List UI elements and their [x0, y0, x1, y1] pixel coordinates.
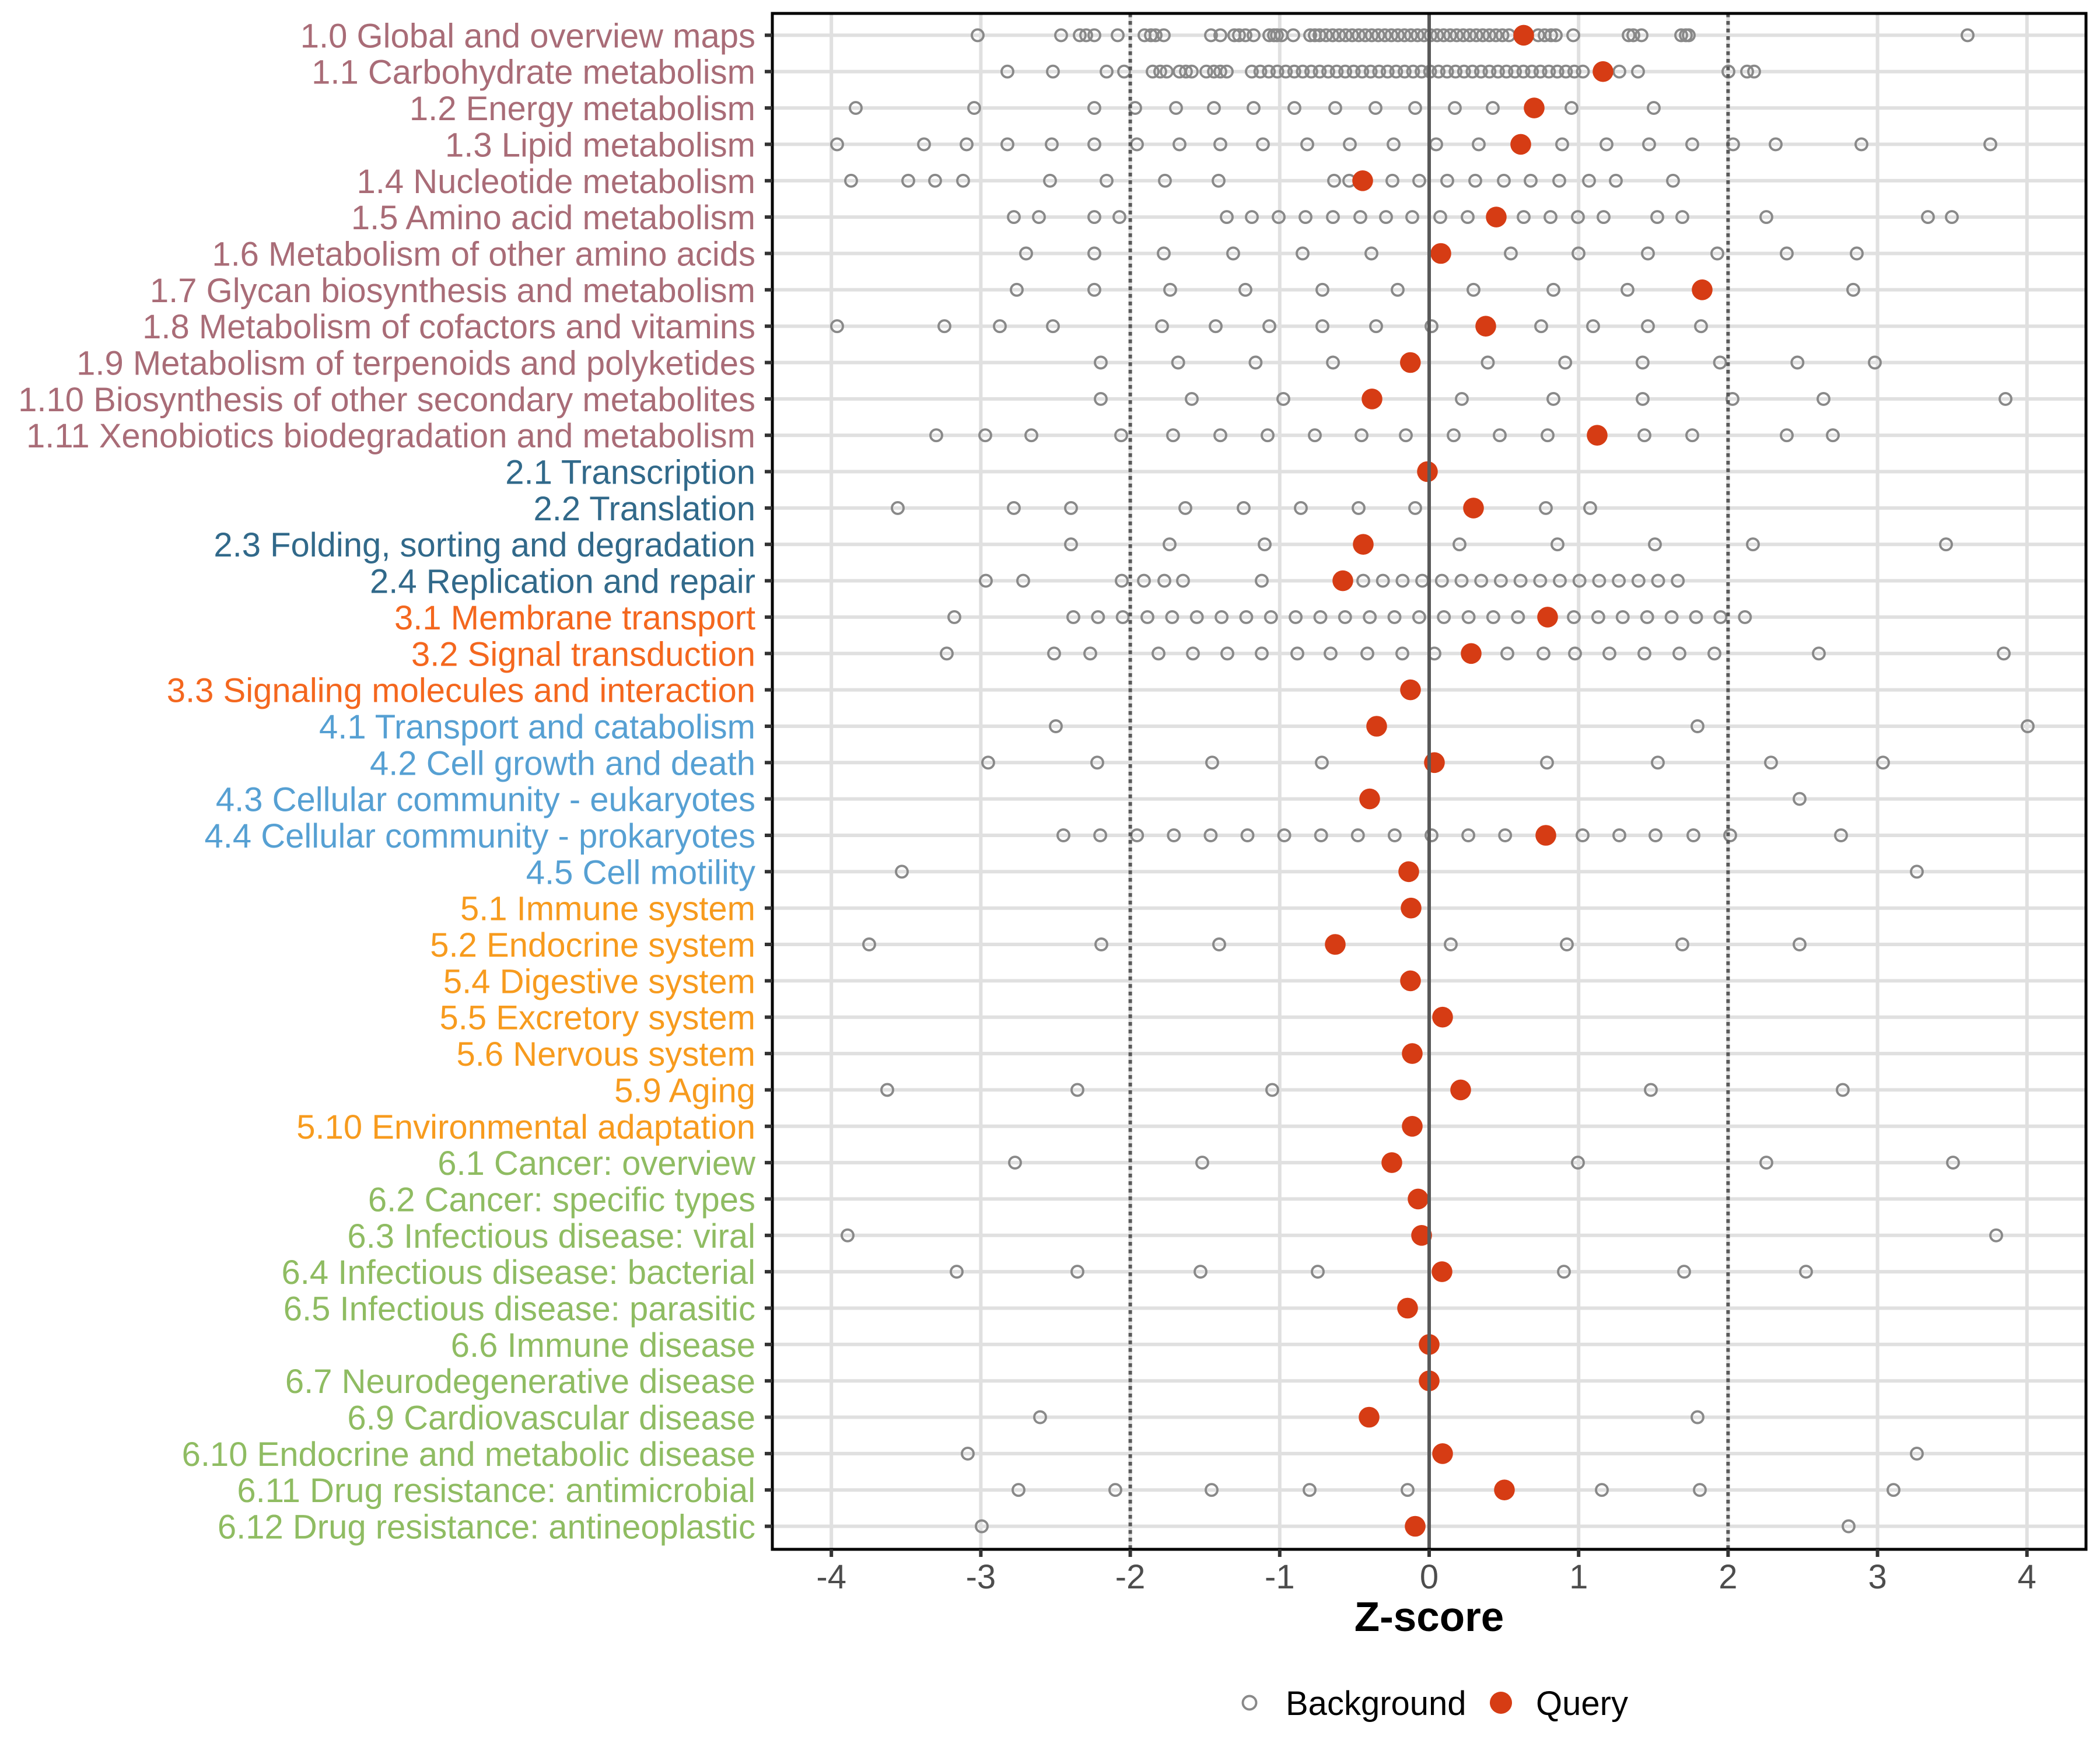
svg-text:6.3 Infectious disease: viral: 6.3 Infectious disease: viral	[347, 1217, 755, 1255]
svg-text:5.2 Endocrine system: 5.2 Endocrine system	[430, 926, 755, 964]
svg-text:2.2 Translation: 2.2 Translation	[534, 490, 755, 528]
svg-text:6.7 Neurodegenerative disease: 6.7 Neurodegenerative disease	[285, 1363, 755, 1401]
svg-text:6.2 Cancer: specific types: 6.2 Cancer: specific types	[368, 1181, 755, 1219]
svg-text:3.3 Signaling molecules and in: 3.3 Signaling molecules and interaction	[167, 672, 755, 710]
svg-text:6.12 Drug resistance: antineop: 6.12 Drug resistance: antineoplastic	[218, 1508, 755, 1546]
svg-text:2.4 Replication and repair: 2.4 Replication and repair	[370, 563, 755, 601]
svg-text:2.1 Transcription: 2.1 Transcription	[505, 454, 755, 492]
svg-text:1.11 Xenobiotics biodegradatio: 1.11 Xenobiotics biodegradation and meta…	[26, 417, 755, 455]
svg-text:4.2 Cell growth and death: 4.2 Cell growth and death	[370, 744, 755, 782]
svg-text:1.8 Metabolism of cofactors an: 1.8 Metabolism of cofactors and vitamins	[142, 308, 755, 346]
svg-text:4.3 Cellular community - eukar: 4.3 Cellular community - eukaryotes	[216, 781, 755, 819]
svg-text:Background: Background	[1286, 1685, 1466, 1723]
svg-text:6.4 Infectious disease: bacter: 6.4 Infectious disease: bacterial	[282, 1254, 755, 1292]
svg-text:5.6 Nervous system: 5.6 Nervous system	[456, 1035, 755, 1073]
svg-text:Z-score: Z-score	[1354, 1594, 1504, 1640]
svg-text:6.1 Cancer: overview: 6.1 Cancer: overview	[438, 1144, 756, 1182]
svg-text:-2: -2	[1115, 1558, 1146, 1596]
svg-text:1.7 Glycan biosynthesis and me: 1.7 Glycan biosynthesis and metabolism	[150, 272, 755, 310]
svg-text:6.10 Endocrine and metabolic d: 6.10 Endocrine and metabolic disease	[182, 1436, 755, 1474]
svg-text:1.10 Biosynthesis of other sec: 1.10 Biosynthesis of other secondary met…	[18, 381, 755, 419]
svg-text:5.1 Immune system: 5.1 Immune system	[460, 890, 755, 928]
svg-text:3.1 Membrane transport: 3.1 Membrane transport	[394, 599, 755, 637]
svg-text:1.1 Carbohydrate metabolism: 1.1 Carbohydrate metabolism	[312, 54, 755, 92]
svg-text:-4: -4	[816, 1558, 846, 1596]
svg-text:5.10 Environmental adaptation: 5.10 Environmental adaptation	[296, 1108, 755, 1146]
svg-text:1.3 Lipid metabolism: 1.3 Lipid metabolism	[445, 126, 755, 164]
svg-text:4.4 Cellular community - proka: 4.4 Cellular community - prokaryotes	[205, 817, 755, 855]
svg-text:6.9 Cardiovascular disease: 6.9 Cardiovascular disease	[347, 1399, 755, 1437]
svg-text:4.5 Cell motility: 4.5 Cell motility	[526, 853, 755, 891]
svg-text:1.0 Global and overview maps: 1.0 Global and overview maps	[300, 17, 755, 55]
svg-text:2.3 Folding, sorting and degra: 2.3 Folding, sorting and degradation	[214, 526, 755, 564]
svg-text:5.4 Digestive system: 5.4 Digestive system	[443, 963, 755, 1000]
svg-text:1: 1	[1569, 1558, 1588, 1596]
svg-text:4: 4	[2018, 1558, 2036, 1596]
svg-text:-3: -3	[966, 1558, 996, 1596]
svg-text:6.6 Immune disease: 6.6 Immune disease	[451, 1326, 755, 1364]
svg-text:3.2 Signal transduction: 3.2 Signal transduction	[411, 635, 755, 673]
svg-text:0: 0	[1420, 1558, 1438, 1596]
svg-text:4.1 Transport and catabolism: 4.1 Transport and catabolism	[319, 708, 755, 746]
svg-text:-1: -1	[1265, 1558, 1295, 1596]
svg-text:1.2 Energy metabolism: 1.2 Energy metabolism	[410, 90, 755, 128]
svg-text:5.9 Aging: 5.9 Aging	[614, 1072, 755, 1110]
svg-text:6.11 Drug resistance: antimicr: 6.11 Drug resistance: antimicrobial	[237, 1472, 755, 1510]
svg-text:1.9 Metabolism of terpenoids a: 1.9 Metabolism of terpenoids and polyket…	[76, 345, 755, 383]
svg-text:1.4 Nucleotide metabolism: 1.4 Nucleotide metabolism	[357, 163, 755, 201]
svg-text:Query: Query	[1536, 1685, 1628, 1723]
svg-text:1.5 Amino acid metabolism: 1.5 Amino acid metabolism	[351, 199, 755, 237]
svg-text:3: 3	[1868, 1558, 1887, 1596]
svg-text:2: 2	[1718, 1558, 1737, 1596]
svg-text:1.6 Metabolism of other amino: 1.6 Metabolism of other amino acids	[212, 236, 755, 274]
svg-text:5.5 Excretory system: 5.5 Excretory system	[440, 999, 755, 1037]
svg-text:6.5 Infectious disease: parasi: 6.5 Infectious disease: parasitic	[284, 1290, 755, 1328]
